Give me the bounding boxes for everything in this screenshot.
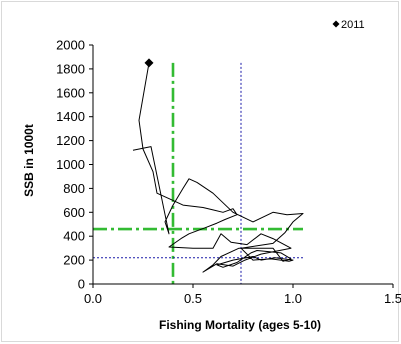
y-tick-label: 1800: [56, 61, 85, 76]
x-tick-label: 0.5: [184, 291, 202, 306]
y-tick-label: 1400: [56, 109, 85, 124]
point-2011-marker: [144, 58, 154, 68]
x-tick-label: 1.5: [384, 291, 401, 306]
y-axis-title: SSB in 1000t: [22, 124, 36, 197]
legend: 2011: [332, 19, 365, 31]
y-tick-label: 1000: [56, 157, 85, 172]
axes: [89, 44, 394, 288]
y-tick-label: 800: [63, 181, 85, 196]
reference-lines: [93, 62, 303, 284]
legend-label: 2011: [341, 19, 365, 31]
x-tick-label: 0.0: [84, 291, 102, 306]
x-axis-title: Fishing Mortality (ages 5-10): [159, 318, 321, 332]
y-tick-label: 2000: [56, 38, 85, 53]
legend-marker-diamond: [332, 20, 340, 28]
series-line: [132, 62, 304, 273]
y-tick-label: 1600: [56, 85, 85, 100]
y-tick-label: 200: [63, 253, 85, 268]
tick-labels: 0 200 400 600 800 1000 1200 1400 1600 1800 2000 0.0…: [56, 38, 401, 307]
y-tick-label: 400: [63, 229, 85, 244]
series-layer: [132, 58, 304, 273]
y-tick-label: 0: [78, 277, 85, 292]
y-tick-label: 600: [63, 205, 85, 220]
y-tick-label: 1200: [56, 133, 85, 148]
x-tick-label: 1.0: [284, 291, 302, 306]
